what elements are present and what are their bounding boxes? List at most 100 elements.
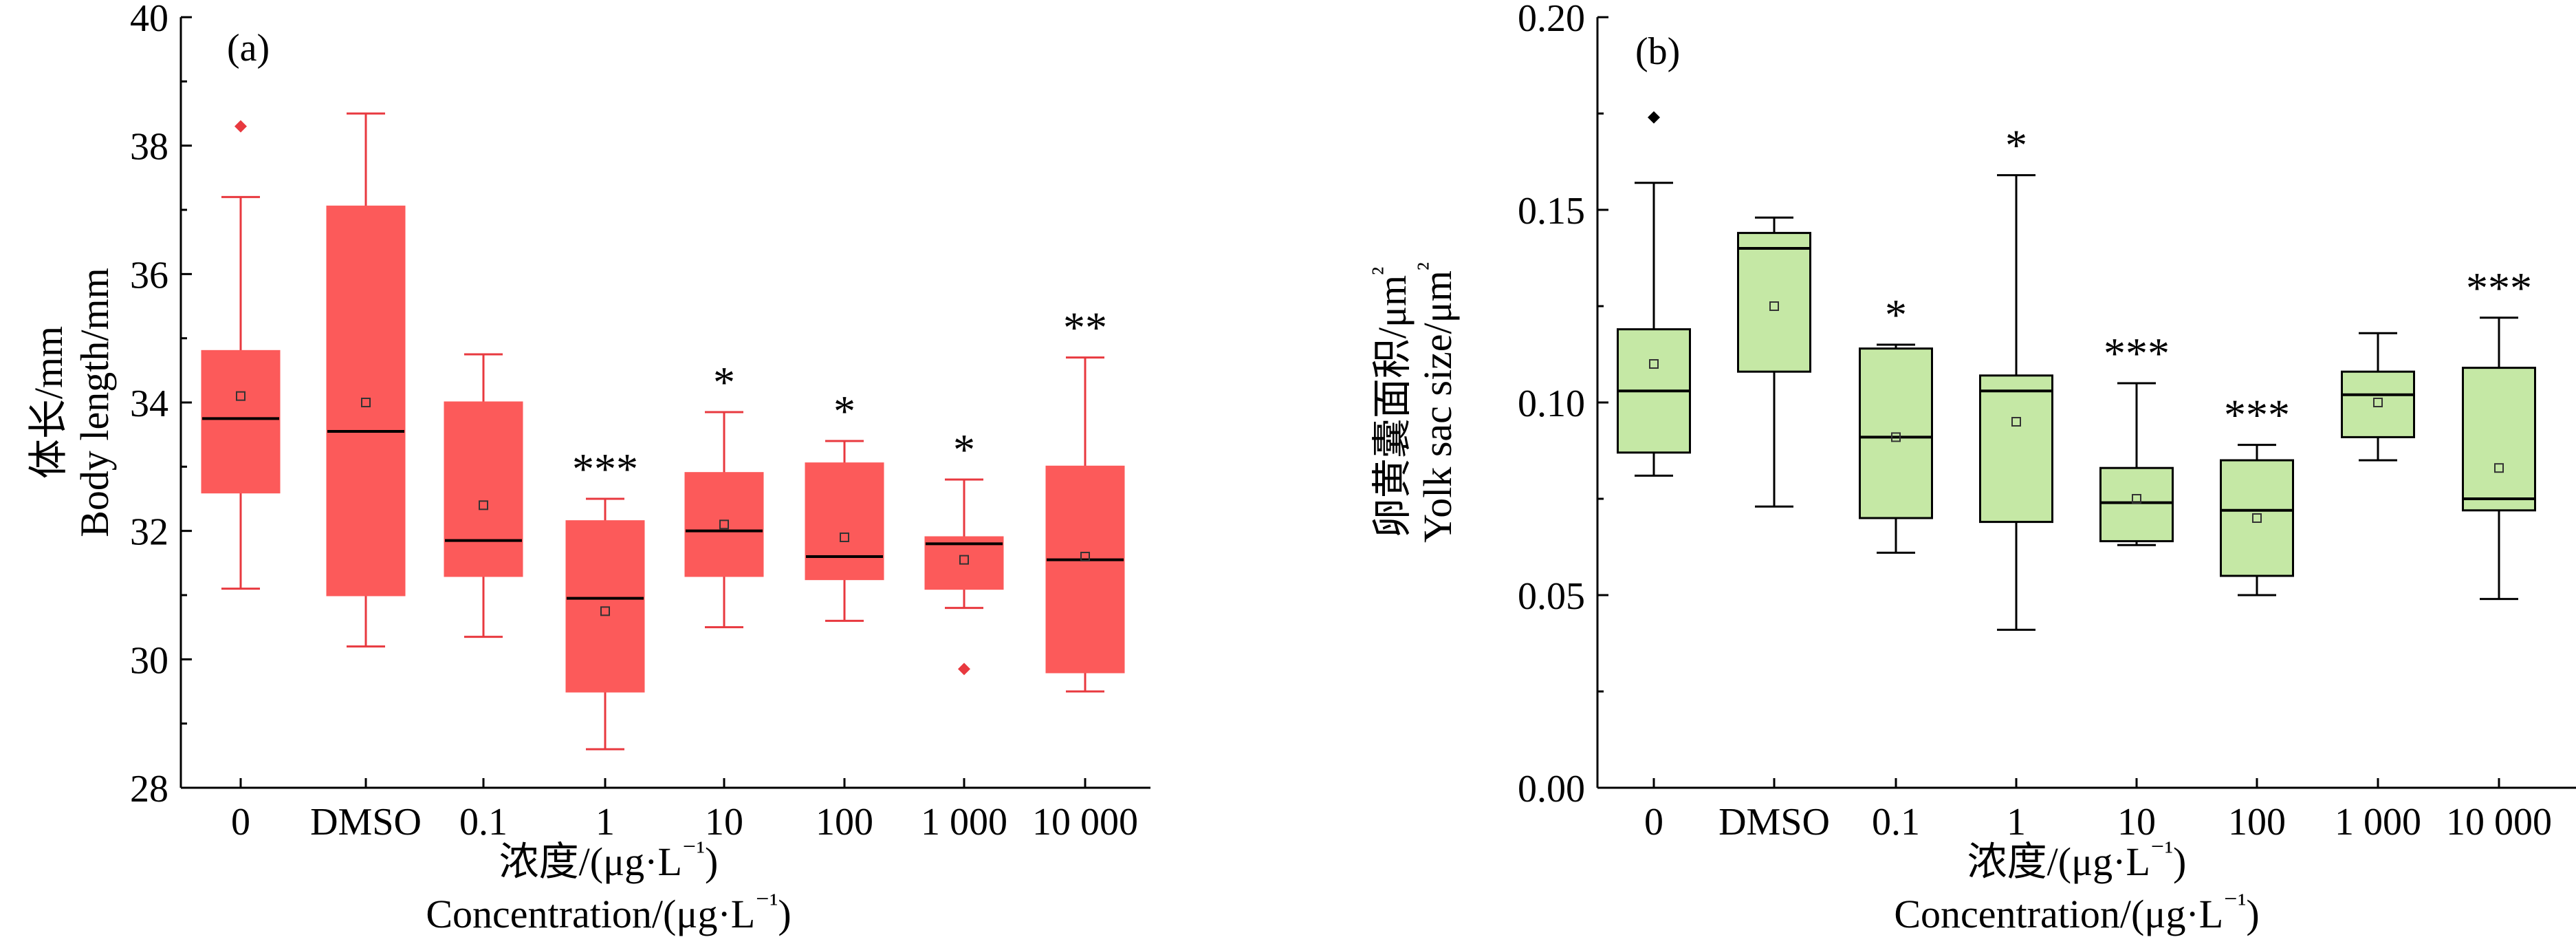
y-tick-label: 40 bbox=[130, 0, 168, 40]
mean-marker bbox=[1891, 432, 1901, 442]
y-tick-label: 0.20 bbox=[1518, 0, 1585, 40]
superscript: ² bbox=[1411, 262, 1442, 270]
box-1: * bbox=[1979, 121, 2053, 631]
mean-marker bbox=[2132, 494, 2141, 504]
box-iqr bbox=[2220, 459, 2294, 577]
significance-label: * bbox=[833, 387, 855, 436]
label-text: 体长/mm bbox=[26, 326, 71, 479]
significance-label: *** bbox=[2466, 264, 2532, 312]
significance-label: *** bbox=[2224, 391, 2290, 440]
box-iqr bbox=[2099, 466, 2174, 543]
box-100: * bbox=[805, 387, 884, 622]
y-axis-title-cn: 卵黄囊面积/μm² bbox=[1366, 267, 1415, 538]
x-axis-title-cn: 浓度/(μg·L⁻¹) bbox=[499, 835, 719, 884]
box-1: *** bbox=[565, 444, 645, 751]
mean-marker bbox=[2494, 463, 2504, 473]
box-DMSO bbox=[326, 112, 406, 648]
mean-marker bbox=[236, 391, 245, 401]
box-iqr bbox=[1979, 374, 2053, 524]
y-axis-title-cn: 体长/mm bbox=[26, 326, 71, 479]
label-text: ) bbox=[2246, 892, 2259, 936]
box-1000: * bbox=[924, 425, 1004, 676]
x-tick-label: 10 000 bbox=[1032, 801, 1138, 843]
mean-marker bbox=[1080, 552, 1090, 561]
y-tick-label: 32 bbox=[130, 511, 168, 554]
x-tick-label: 0 bbox=[231, 801, 250, 843]
panel-label: (a) bbox=[227, 27, 270, 69]
y-tick-label: 0.10 bbox=[1518, 383, 1585, 425]
y-tick-label: 0.00 bbox=[1518, 768, 1585, 810]
x-tick-label: 1 bbox=[596, 801, 615, 843]
y-axis-title-en: Yolk sac size/μm² bbox=[1411, 262, 1460, 543]
box-iqr bbox=[201, 350, 281, 494]
box-1000 bbox=[2341, 332, 2415, 462]
label-text: Concentration/(μg·L bbox=[426, 892, 755, 936]
panel-a: 28 30 32 34 36 38 40 0 DMSO 0.1 1 10 100 1 000 10 000 *… bbox=[26, 0, 1150, 936]
label-text: ) bbox=[2173, 839, 2186, 884]
box-100: *** bbox=[2220, 391, 2294, 596]
x-tick-label: DMSO bbox=[1718, 801, 1830, 843]
box-iqr bbox=[684, 472, 764, 577]
mean-marker bbox=[1769, 301, 1779, 311]
outlier-point bbox=[1648, 111, 1660, 124]
label-text: 浓度/(μg·L bbox=[1967, 839, 2150, 884]
x-tick-label: 10 bbox=[2117, 801, 2156, 843]
outlier-point bbox=[234, 120, 247, 133]
label-text: ) bbox=[705, 839, 718, 884]
significance-label: * bbox=[2005, 121, 2027, 170]
x-tick-label: 1 000 bbox=[921, 801, 1007, 843]
mean-marker bbox=[959, 555, 969, 565]
x-axis-title-en: Concentration/(μg·L⁻¹) bbox=[1894, 888, 2259, 936]
mean-marker bbox=[1649, 359, 1659, 369]
y-tick-label: 28 bbox=[130, 768, 168, 810]
y-tick-label: 0.05 bbox=[1518, 575, 1585, 618]
significance-label: *** bbox=[572, 444, 638, 493]
superscript: ² bbox=[1366, 267, 1397, 275]
x-tick-label: 1 bbox=[2007, 801, 2026, 843]
x-tick-label: 0.1 bbox=[459, 801, 507, 843]
significance-label: * bbox=[953, 425, 975, 474]
x-tick-label: 1 000 bbox=[2335, 801, 2421, 843]
x-tick-label: 100 bbox=[2228, 801, 2286, 843]
box-iqr bbox=[1859, 347, 1933, 519]
x-tick-label: DMSO bbox=[310, 801, 422, 843]
box-iqr bbox=[1737, 232, 1811, 373]
y-tick-label: 38 bbox=[130, 126, 168, 169]
label-text: Body length/mm bbox=[72, 268, 117, 537]
box-iqr bbox=[924, 536, 1004, 590]
box-iqr bbox=[2341, 370, 2415, 438]
mean-marker bbox=[600, 606, 610, 616]
mean-marker bbox=[361, 398, 371, 407]
x-tick-label: 0.1 bbox=[1872, 801, 1920, 843]
box-0.1 bbox=[444, 353, 523, 638]
panel-label: (b) bbox=[1635, 30, 1680, 73]
box-10: * bbox=[684, 358, 764, 629]
box-DMSO bbox=[1737, 216, 1811, 508]
significance-label: ** bbox=[1063, 303, 1107, 352]
superscript: ⁻¹ bbox=[2223, 888, 2246, 918]
label-text: Yolk sac size/μm bbox=[1415, 270, 1460, 543]
mean-marker bbox=[2011, 417, 2021, 427]
mean-marker bbox=[840, 533, 849, 542]
x-axis-title-en: Concentration/(μg·L⁻¹) bbox=[426, 888, 791, 936]
y-tick-label: 0.15 bbox=[1518, 190, 1585, 233]
y-tick-label: 34 bbox=[130, 383, 168, 425]
x-tick-label: 0 bbox=[1644, 801, 1663, 843]
box-10: *** bbox=[2099, 329, 2174, 546]
y-tick-label: 30 bbox=[130, 639, 168, 682]
x-tick-label: 10 bbox=[705, 801, 743, 843]
x-tick-label: 100 bbox=[816, 801, 873, 843]
box-iqr bbox=[1045, 465, 1125, 674]
mean-marker bbox=[2252, 513, 2262, 523]
label-text: 浓度/(μg·L bbox=[499, 839, 682, 884]
significance-label: *** bbox=[2104, 329, 2170, 378]
x-tick-label: 10 000 bbox=[2446, 801, 2552, 843]
label-text: Concentration/(μg·L bbox=[1894, 892, 2223, 936]
box-10000: ** bbox=[1045, 303, 1125, 693]
label-text: 卵黄囊面积/μm bbox=[1370, 275, 1415, 538]
y-axis-title-en: Body length/mm bbox=[72, 268, 117, 537]
mean-marker bbox=[479, 500, 488, 510]
mean-marker bbox=[719, 519, 729, 530]
